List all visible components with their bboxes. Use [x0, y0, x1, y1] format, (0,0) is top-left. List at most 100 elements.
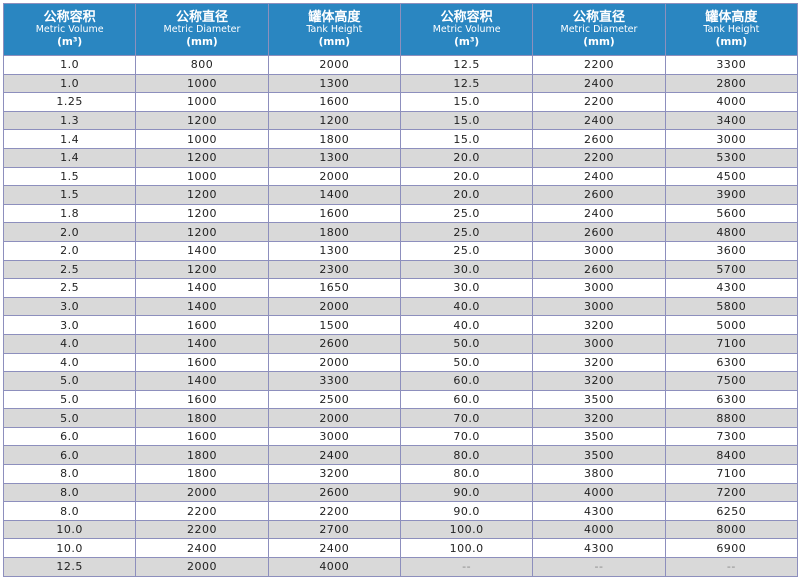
table-cell: 1300: [267, 73, 401, 94]
table-cell: 70.0: [399, 426, 534, 447]
table-cell: 8.0: [2, 501, 137, 521]
table-cell: 2800: [664, 73, 799, 94]
table-row: 1.0 800 2000 12.5 2200 3300: [2, 55, 799, 75]
table-cell: 1200: [135, 110, 269, 131]
table-cell: 4000: [532, 519, 666, 540]
table-cell: 3.0: [2, 296, 137, 317]
header-cn: 公称容积: [43, 9, 96, 25]
table-cell: 2000: [267, 166, 401, 187]
table-row: 1.4 1200 1300 20.0 2200 5300: [2, 147, 799, 168]
table-cell: 4000: [664, 92, 799, 112]
table-row: 2.5 1400 1650 30.0 3000 4300: [2, 278, 799, 298]
table-cell: 4500: [664, 166, 799, 187]
table-cell: 15.0: [399, 129, 534, 149]
table-cell: 4000: [267, 557, 401, 577]
table-row: 8.0 2000 2600 90.0 4000 7200: [2, 482, 799, 503]
column-header: 公称容积 Metric Volume (m³): [399, 3, 534, 56]
table-cell: 2200: [532, 92, 666, 112]
table-cell: 1.4: [2, 129, 137, 149]
table-cell: 50.0: [399, 352, 534, 373]
table-cell: 1.0: [2, 73, 137, 94]
table-row: 4.0 1600 2000 50.0 3200 6300: [2, 352, 799, 373]
table-cell: 3500: [532, 445, 666, 466]
table-row: 1.8 1200 1600 25.0 2400 5600: [2, 203, 799, 224]
table-cell: 2000: [267, 352, 401, 373]
table-cell: 1.3: [2, 110, 137, 131]
table-cell: 1800: [135, 445, 269, 466]
header-cn: 公称直径: [175, 9, 228, 25]
table-row: 5.0 1600 2500 60.0 3500 6300: [2, 389, 799, 410]
table-cell: 3300: [267, 371, 401, 391]
table-cell: 5.0: [2, 371, 137, 391]
table-cell: 3000: [532, 240, 666, 261]
table-cell: 1.5: [2, 166, 137, 187]
table-cell: 5600: [664, 203, 799, 224]
header-cn: 罐体高度: [308, 9, 361, 25]
table-cell: 8400: [664, 445, 799, 466]
table-cell: 1800: [267, 222, 401, 242]
table-cell: 6.0: [2, 426, 137, 447]
table-cell: 1600: [135, 352, 269, 373]
table-cell: 1200: [135, 259, 269, 280]
table-cell: 25.0: [399, 240, 534, 261]
table-row: 2.5 1200 2300 30.0 2600 5700: [2, 259, 799, 280]
table-cell: 4800: [664, 222, 799, 242]
table-cell: 1400: [135, 240, 269, 261]
table-cell: 20.0: [399, 166, 534, 187]
header-en: Tank Height: [703, 24, 760, 36]
table-cell: 2200: [532, 55, 666, 75]
table-cell: 2200: [532, 147, 666, 168]
table-row: 10.0 2400 2400 100.0 4300 6900: [2, 538, 799, 559]
table-cell: 3900: [664, 185, 799, 205]
table-cell: 12.5: [399, 55, 534, 75]
table-cell: 7500: [664, 371, 799, 391]
table-cell: 3000: [532, 296, 666, 317]
table-cell: 3200: [532, 315, 666, 335]
table-cell: 1200: [135, 147, 269, 168]
header-en: Metric Diameter: [560, 24, 638, 36]
header-unit: (mm): [186, 36, 218, 49]
header-unit: (mm): [318, 36, 351, 49]
table-cell: 5300: [664, 147, 799, 168]
table-cell: 3000: [532, 278, 666, 298]
table-cell: 2600: [532, 185, 666, 205]
table-cell: 2400: [267, 538, 401, 559]
table-cell: 2.5: [2, 259, 137, 280]
header-en: Metric Volume: [432, 24, 501, 36]
header-cn: 罐体高度: [705, 9, 758, 25]
table-cell: 25.0: [399, 203, 534, 224]
table-row: 10.0 2200 2700 100.0 4000 8000: [2, 519, 799, 540]
table-cell: 8000: [664, 519, 799, 540]
table-cell: 1400: [267, 185, 401, 205]
table-cell: 10.0: [2, 519, 137, 540]
table-cell: 6300: [664, 352, 799, 373]
table-cell: 2000: [267, 55, 401, 75]
table-cell: 15.0: [399, 92, 534, 112]
column-header: 公称直径 Metric Diameter (mm): [532, 3, 666, 56]
table-cell: 1600: [135, 426, 269, 447]
table-cell: 3200: [532, 371, 666, 391]
table-row: 1.4 1000 1800 15.0 2600 3000: [2, 129, 799, 149]
table-cell: 2200: [135, 501, 269, 521]
table-cell: 2.0: [2, 222, 137, 242]
table-cell: 3500: [532, 426, 666, 447]
table-cell: 3.0: [2, 315, 137, 335]
table-row: 2.0 1200 1800 25.0 2600 4800: [2, 222, 799, 242]
table-cell: 1200: [135, 185, 269, 205]
table-cell: 2000: [267, 408, 401, 428]
table-cell: 1200: [135, 222, 269, 242]
table-cell: --: [664, 557, 799, 577]
table-row: 8.0 2200 2200 90.0 4300 6250: [2, 501, 799, 521]
table-cell: 3200: [532, 352, 666, 373]
table-cell: 1400: [135, 333, 269, 354]
table-cell: 3400: [664, 110, 799, 131]
table-cell: 8800: [664, 408, 799, 428]
table-row: 1.5 1200 1400 20.0 2600 3900: [2, 185, 799, 205]
table-cell: 2600: [532, 259, 666, 280]
table-cell: 3200: [267, 464, 401, 484]
header-en: Tank Height: [306, 24, 363, 36]
table-row: 6.0 1800 2400 80.0 3500 8400: [2, 445, 799, 466]
table-cell: 7200: [664, 482, 799, 503]
table-cell: 1600: [135, 315, 269, 335]
table-row: 1.3 1200 1200 15.0 2400 3400: [2, 110, 799, 131]
